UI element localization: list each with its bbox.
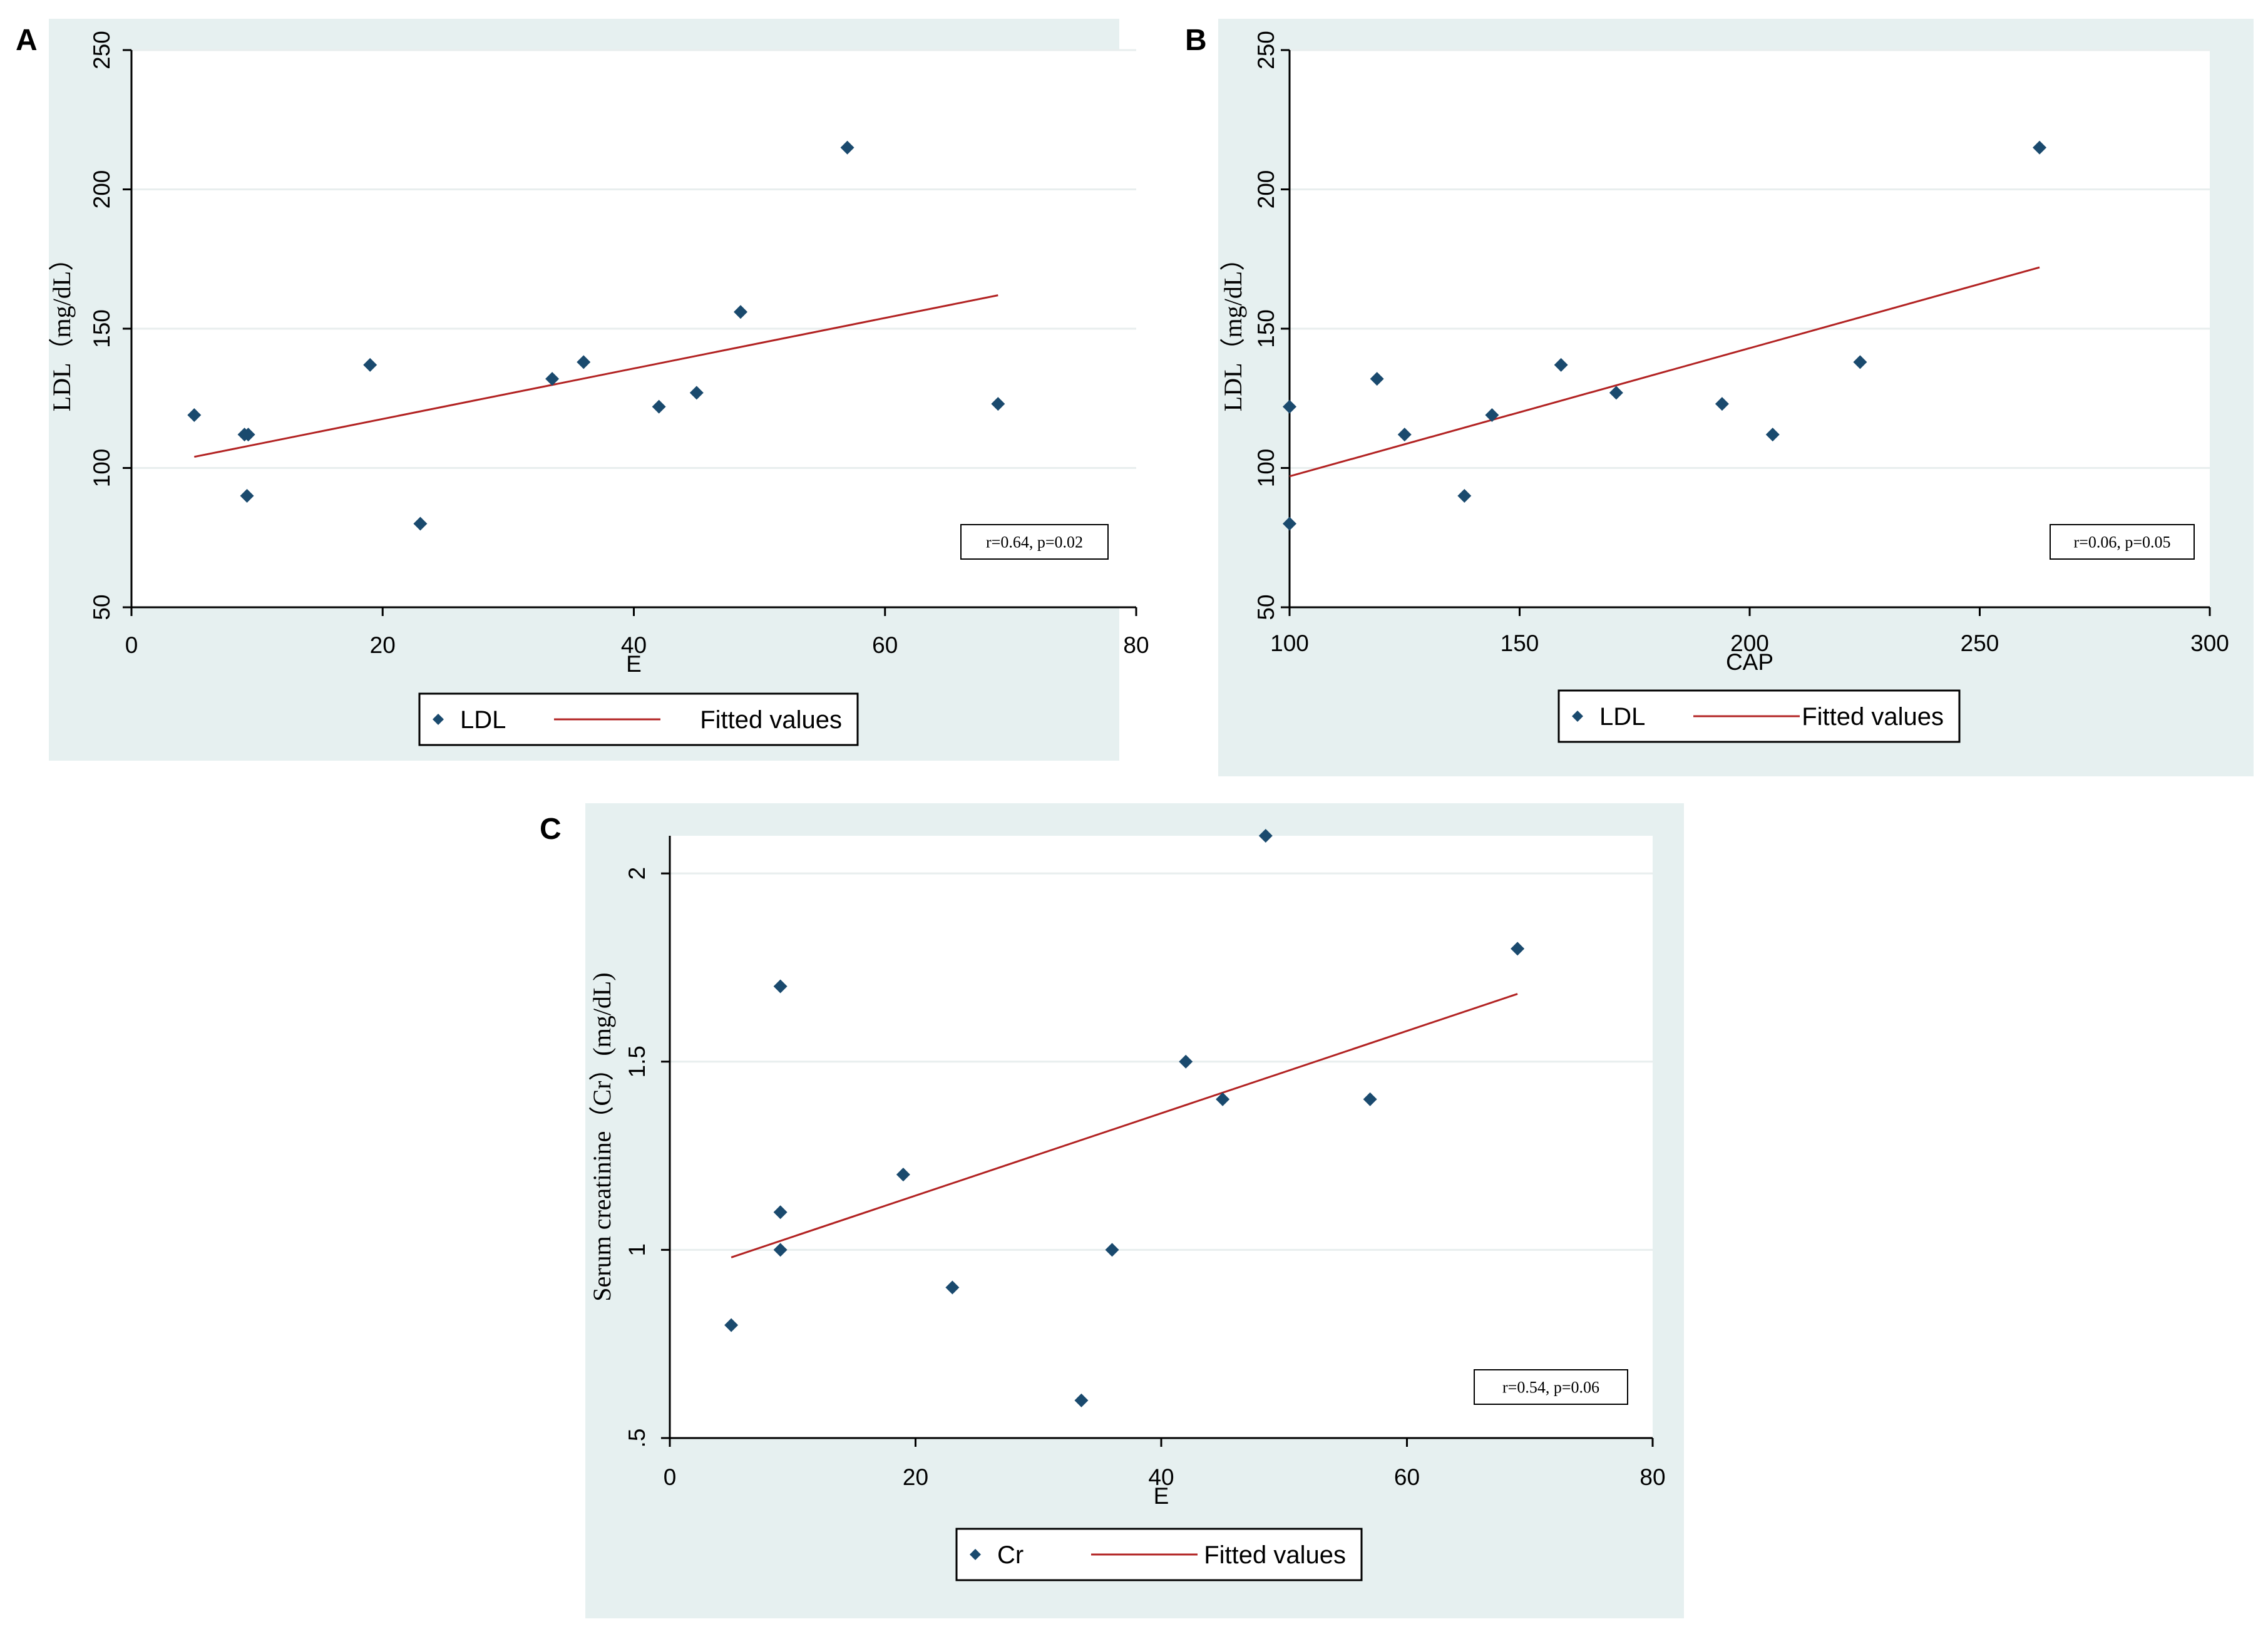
- annotation-text: r=0.64, p=0.02: [986, 533, 1083, 552]
- x-axis-title: E: [626, 651, 642, 677]
- legend-label: LDL: [1599, 703, 1645, 731]
- legend-label: Cr: [997, 1541, 1024, 1569]
- data-point: [1765, 428, 1780, 442]
- x-tick-label: 60: [872, 632, 898, 658]
- data-point: [773, 1205, 788, 1220]
- x-tick-label: 40: [621, 632, 647, 658]
- data-point: [1179, 1054, 1193, 1069]
- legend-marker: [1572, 711, 1583, 722]
- legend-label: Fitted values: [1802, 703, 1944, 731]
- data-point: [1554, 357, 1568, 372]
- x-tick-label: 40: [1148, 1464, 1174, 1490]
- data-point: [1216, 1092, 1230, 1106]
- legend-label: Fitted values: [1204, 1541, 1346, 1569]
- y-tick-label: 1.5: [624, 1046, 650, 1077]
- y-tick-label: 150: [1253, 309, 1279, 348]
- data-point: [413, 516, 428, 531]
- panel-letter: A: [16, 24, 38, 57]
- y-tick-label: 2: [624, 867, 650, 880]
- y-tick-label: 100: [89, 449, 115, 488]
- data-point: [840, 140, 854, 155]
- data-point: [1457, 489, 1472, 503]
- legend-marker: [970, 1549, 981, 1560]
- data-point: [652, 399, 666, 414]
- data-point: [1511, 942, 1525, 956]
- y-tick-label: 250: [89, 31, 115, 69]
- x-tick-label: 150: [1501, 630, 1539, 656]
- x-axis-title: CAP: [1726, 649, 1773, 675]
- x-axis-title: E: [1154, 1483, 1169, 1509]
- y-tick-label: 100: [1253, 449, 1279, 488]
- x-tick-label: 0: [664, 1464, 677, 1490]
- data-point: [773, 979, 788, 994]
- y-tick-label: .5: [624, 1429, 650, 1448]
- y-tick-label: 200: [1253, 170, 1279, 209]
- y-tick-label: 1: [624, 1243, 650, 1256]
- data-point: [1853, 355, 1867, 369]
- x-tick-label: 20: [370, 632, 396, 658]
- x-tick-label: 300: [2190, 630, 2229, 656]
- y-axis-title: LDL（mg/dL）: [1219, 246, 1247, 411]
- data-point: [1105, 1243, 1119, 1257]
- legend-label: Fitted values: [700, 706, 842, 734]
- data-point: [363, 357, 377, 372]
- x-tick-label: 20: [903, 1464, 928, 1490]
- y-axis-title: LDL（mg/dL）: [48, 246, 76, 411]
- data-point: [991, 397, 1005, 411]
- data-point: [896, 1168, 910, 1182]
- data-point: [187, 408, 202, 422]
- x-tick-label: 100: [1270, 630, 1309, 656]
- fitted-line: [1289, 266, 2040, 478]
- data-point: [689, 386, 704, 400]
- data-point: [1715, 397, 1729, 411]
- data-point: [945, 1280, 960, 1295]
- annotation-box: [960, 524, 1109, 560]
- x-tick-label: 60: [1394, 1464, 1420, 1490]
- legend-label: LDL: [460, 706, 506, 734]
- chart-panel-b: B 50 100 150 200 250 100 150 200 250 300 CAP LDL（mg/…: [1185, 19, 2254, 776]
- data-point: [1485, 408, 1499, 422]
- data-point: [734, 305, 748, 319]
- data-point: [1283, 516, 1296, 531]
- data-point: [240, 489, 254, 503]
- data-point: [1370, 372, 1384, 386]
- data-point: [545, 372, 560, 386]
- data-point: [1397, 428, 1412, 442]
- y-tick-label: 150: [89, 309, 115, 348]
- data-point: [1074, 1393, 1089, 1407]
- data-point: [1363, 1092, 1377, 1106]
- x-tick-label: 0: [125, 632, 138, 658]
- annotation-box: [1474, 1369, 1628, 1405]
- data-point: [577, 355, 591, 369]
- x-tick-label: 80: [1639, 1464, 1665, 1490]
- x-tick-label: 200: [1730, 630, 1769, 656]
- fitted-line: [194, 294, 998, 458]
- y-tick-label: 50: [1253, 594, 1279, 620]
- data-point: [241, 428, 255, 442]
- data-point: [2033, 140, 2047, 155]
- fitted-line: [731, 993, 1518, 1258]
- x-tick-label: 250: [1961, 630, 1999, 656]
- legend-marker: [433, 714, 444, 725]
- annotation-text: r=0.54, p=0.06: [1502, 1379, 1599, 1397]
- annotation-text: r=0.06, p=0.05: [2074, 533, 2171, 552]
- y-tick-label: 200: [89, 170, 115, 209]
- chart-panel-a: A 50 100 150 200 250 0 20 40 60 80 E LDL（mg/dL） r=0.6…: [16, 19, 1149, 761]
- y-axis-title: Serum creatinine（Cr）(mg/dL): [588, 972, 616, 1301]
- x-tick-label: 80: [1123, 632, 1149, 658]
- data-point: [724, 1318, 739, 1332]
- y-tick-label: 50: [89, 594, 115, 620]
- plot-area: [670, 836, 1653, 1438]
- data-point: [773, 1243, 788, 1257]
- annotation-box: [2050, 524, 2195, 560]
- y-tick-label: 250: [1253, 31, 1279, 69]
- data-point: [1609, 386, 1623, 400]
- panel-letter: C: [540, 813, 562, 846]
- data-point: [1283, 399, 1296, 414]
- panel-letter: B: [1185, 24, 1207, 57]
- data-point: [1258, 829, 1273, 843]
